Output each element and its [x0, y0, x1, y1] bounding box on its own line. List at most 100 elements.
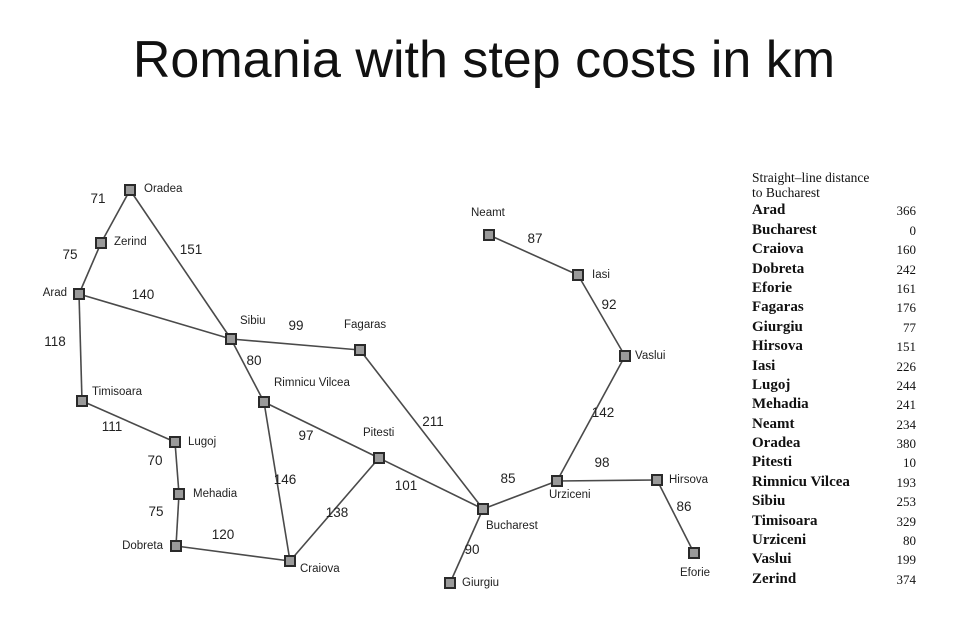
road-cost-label: 211: [422, 414, 444, 429]
city-node-icon: [173, 488, 185, 500]
city-name: Timisoara: [752, 512, 818, 529]
city-rimnicu: Rimnicu Vilcea: [258, 377, 350, 408]
city-label: Timisoara: [92, 386, 143, 398]
city-name: Sibiu: [752, 493, 786, 510]
road-cost-label: 99: [288, 318, 303, 333]
city-node-icon: [477, 503, 489, 515]
city-node-icon: [651, 474, 663, 486]
road-cost-label: 118: [44, 334, 66, 349]
city-node-icon: [225, 333, 237, 345]
distance-value: 193: [896, 474, 917, 490]
road-cost-label: 140: [132, 287, 155, 302]
city-name: Giurgiu: [752, 318, 803, 335]
distance-value: 77: [903, 319, 916, 335]
city-node-icon: [169, 436, 181, 448]
road-lugoj-mehadia: [174, 441, 180, 495]
distance-value: 242: [896, 261, 917, 277]
city-label: Lugoj: [188, 436, 216, 448]
city-label: Hirsova: [669, 474, 709, 486]
city-mehadia: Mehadia: [173, 488, 238, 500]
city-hirsova: Hirsova: [651, 474, 709, 486]
distance-value: 0: [909, 222, 917, 238]
table-row: Giurgiu 77: [752, 316, 922, 335]
city-bucharest: Bucharest: [477, 503, 539, 532]
city-label: Urziceni: [549, 489, 591, 501]
city-label: Fagaras: [344, 319, 386, 331]
city-name: Rimnicu Vilcea: [752, 473, 850, 490]
city-label: Pitesti: [363, 427, 394, 439]
road-timisoara-lugoj: [81, 400, 176, 443]
city-name: Eforie: [752, 279, 792, 296]
table-rows: Arad 366 Bucharest 0 Craiova 160 Dobreta 242 Efo…: [752, 200, 922, 588]
city-giurgiu: Giurgiu: [444, 577, 499, 589]
road-cost-label: 85: [500, 471, 515, 486]
road-cost-label: 92: [601, 297, 616, 312]
distance-value: 10: [903, 455, 916, 471]
city-name: Zerind: [752, 570, 797, 587]
distance-value: 160: [896, 242, 917, 258]
road-sibiu-fagaras: [230, 338, 361, 351]
table-row: Mehadia 241: [752, 394, 922, 413]
road-mehadia-dobreta: [175, 493, 180, 547]
distance-value: 151: [896, 339, 917, 355]
city-name: Neamt: [752, 415, 795, 432]
city-name: Oradea: [752, 435, 801, 452]
road-cost-label: 142: [592, 405, 615, 420]
distance-value: 234: [896, 416, 917, 432]
table-row: Eforie 161: [752, 278, 922, 297]
table-row: Vaslui 199: [752, 549, 922, 568]
city-label: Vaslui: [635, 350, 665, 362]
city-label: Zerind: [114, 236, 147, 248]
city-node-icon: [354, 344, 366, 356]
road-arad-timisoara: [78, 293, 83, 402]
city-label: Giurgiu: [462, 577, 499, 589]
table-row: Urziceni 80: [752, 530, 922, 549]
city-name: Craiova: [752, 241, 804, 258]
road-cost-label: 146: [274, 472, 297, 487]
road-cost-label: 101: [395, 478, 418, 493]
city-lugoj: Lugoj: [169, 436, 216, 448]
road-dobreta-craiova: [175, 545, 291, 562]
city-zerind: Zerind: [95, 236, 147, 249]
road-cost-label: 75: [62, 247, 77, 262]
city-oradea: Oradea: [124, 183, 183, 196]
city-dobreta: Dobreta: [122, 540, 182, 552]
road-oradea-zerind: [100, 189, 131, 244]
city-name: Lugoj: [752, 376, 791, 393]
table-row: Iasi 226: [752, 355, 922, 374]
city-vaslui: Vaslui: [619, 350, 665, 362]
city-label: Arad: [43, 287, 67, 299]
road-urziceni-hirsova: [556, 479, 658, 482]
table-row: Zerind 374: [752, 568, 922, 587]
city-label: Eforie: [680, 567, 710, 579]
table-row: Sibiu 253: [752, 491, 922, 510]
road-rimnicu-pitesti: [263, 401, 380, 459]
road-cost-label: 138: [326, 505, 349, 520]
road-cost-label: 98: [594, 455, 609, 470]
road-sibiu-rimnicu: [230, 338, 265, 403]
city-node-icon: [284, 555, 296, 567]
road-cost-label: 87: [527, 231, 542, 246]
table-row: Rimnicu Vilcea 193: [752, 471, 922, 490]
road-arad-sibiu: [78, 293, 232, 340]
city-node-icon: [258, 396, 270, 408]
table-heading-line2: to Bucharest: [752, 185, 820, 200]
road-craiova-pitesti: [289, 457, 380, 562]
city-eforie: Eforie: [680, 547, 710, 579]
distance-value: 366: [896, 203, 917, 219]
city-name: Pitesti: [752, 454, 792, 471]
table-row: Arad 366: [752, 200, 922, 219]
road-cost-label: 151: [180, 242, 203, 257]
city-iasi: Iasi: [572, 269, 610, 281]
city-neamt: Neamt: [471, 207, 506, 241]
city-node-icon: [124, 184, 136, 196]
table-row: Hirsova 151: [752, 336, 922, 355]
road-urziceni-vaslui: [556, 355, 626, 482]
table-row: Fagaras 176: [752, 297, 922, 316]
road-pitesti-bucharest: [378, 457, 484, 510]
distance-value: 380: [896, 436, 917, 452]
city-craiova: Craiova: [284, 555, 340, 575]
city-node-icon: [572, 269, 584, 281]
city-fagaras: Fagaras: [344, 319, 386, 356]
